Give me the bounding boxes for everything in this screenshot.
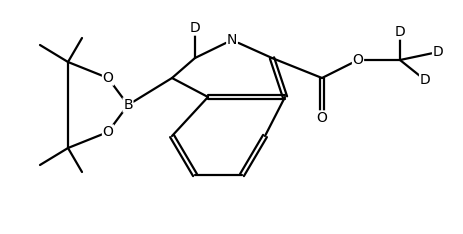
Text: O: O [317, 111, 327, 125]
Text: N: N [227, 33, 237, 47]
Text: B: B [123, 98, 133, 112]
Text: O: O [352, 53, 363, 67]
Text: D: D [432, 45, 444, 59]
Text: D: D [419, 73, 431, 87]
Text: O: O [103, 125, 113, 139]
Text: O: O [103, 71, 113, 85]
Text: D: D [394, 25, 406, 39]
Text: D: D [190, 21, 200, 35]
